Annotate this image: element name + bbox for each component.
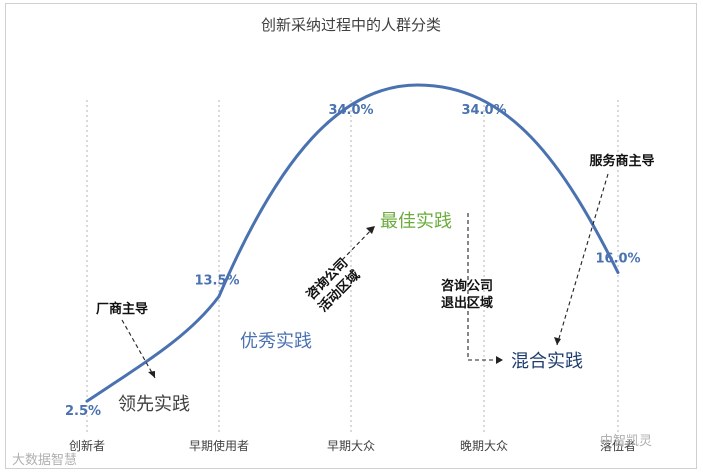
consulting-active-arrowhead (366, 226, 375, 234)
category-label-2: 早期大众 (327, 439, 375, 453)
vendor-led-arrowhead (148, 371, 155, 378)
vendor-led-arrow (121, 319, 156, 379)
consulting-exit-arrow (467, 213, 498, 361)
adoption-curve-line (85, 83, 620, 403)
vendor-led-label: 厂商主导 (96, 301, 148, 317)
value-label-3: 34.0% (461, 103, 506, 118)
value-label-0: 2.5% (65, 404, 101, 419)
category-label-1: 早期使用者 (189, 438, 249, 453)
category-labels: 创新者 早期使用者 早期大众 晚期大众 落伍者 (69, 438, 636, 453)
value-label-4: 16.0% (595, 252, 640, 267)
best-practice-label: 最佳实践 (380, 211, 452, 232)
consulting-active-arrow (312, 225, 376, 291)
value-label-1: 13.5% (194, 273, 239, 288)
watermark-left: 大数据智慧 (12, 452, 77, 468)
watermark-right: 中智凯灵 (600, 434, 652, 449)
category-guide-lines (86, 100, 619, 432)
excellent-practice-label: 优秀实践 (240, 331, 312, 352)
chart-frame (5, 3, 697, 469)
mixed-practice-label: 混合实践 (511, 351, 583, 372)
chart-title: 创新采纳过程中的人群分类 (261, 16, 441, 34)
service-led-arrowhead (554, 337, 561, 345)
value-labels: 2.5% 13.5% 34.0% 34.0% 16.0% (65, 103, 641, 419)
value-label-2: 34.0% (328, 103, 373, 118)
category-label-3: 晚期大众 (460, 439, 508, 453)
category-label-4: 落伍者 (600, 439, 636, 453)
service-led-label: 服务商主导 (589, 153, 654, 169)
consulting-exit-label-line2: 退出区域 (441, 295, 493, 311)
category-label-0: 创新者 (69, 438, 105, 453)
service-led-arrow (556, 173, 609, 346)
consulting-exit-arrowhead (496, 356, 503, 364)
leading-practice-label: 领先实践 (118, 394, 190, 415)
consulting-exit-label-line1: 咨询公司 (441, 278, 493, 294)
